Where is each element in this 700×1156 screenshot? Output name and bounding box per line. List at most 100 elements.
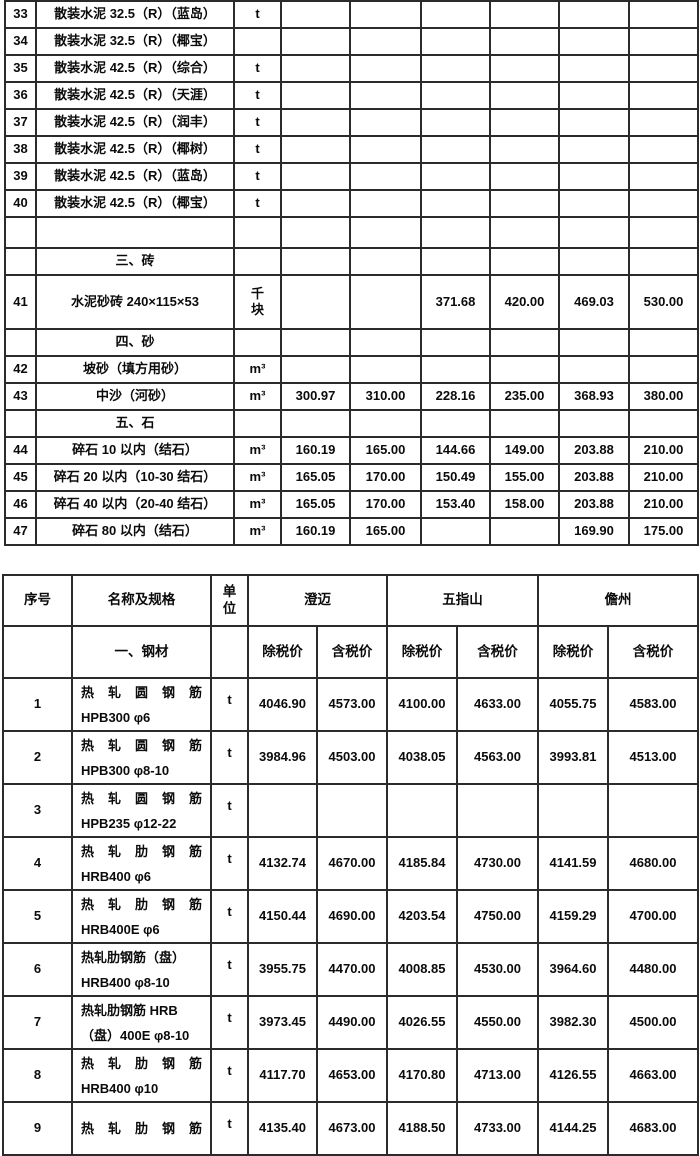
price-cell: 170.00 [349,463,422,492]
material-row: 34 散装水泥 32.5（R）（椰宝） [4,27,699,56]
price-cell [420,517,491,546]
price-cell [280,355,351,384]
price-cell: 165.00 [349,436,422,465]
material-name-cell: 散装水泥 42.5（R）（蓝岛） [35,162,235,191]
price-cell [420,355,491,384]
price-cell [628,162,699,191]
price-cell [489,162,560,191]
price-cell: 4046.90 [247,677,318,732]
price-cell: 210.00 [628,490,699,519]
spacer-row [4,216,699,249]
price-cell [349,189,422,218]
header-city-danzhou: 儋州 [537,574,699,627]
steel-row: 6 热轧肋钢筋（盘） HRB400 φ8-10 t 3955.75 4470.00 4008… [2,942,699,997]
price-cell: 3964.60 [537,942,609,997]
price-cell [558,162,630,191]
price-cell: 4683.00 [607,1101,699,1156]
unit-cell: m³ [233,436,282,465]
unit-cell: t [210,783,249,838]
unit-cell: t [210,995,249,1050]
price-cell: 4713.00 [456,1048,539,1103]
price-cell: 4480.00 [607,942,699,997]
price-cell [280,0,351,29]
price-cell: 4530.00 [456,942,539,997]
price-cell: 4680.00 [607,836,699,891]
price-cell [420,0,491,29]
material-name-cell: 坡砂（填方用砂） [35,355,235,384]
price-cell: 235.00 [489,382,560,411]
price-cell [420,54,491,83]
price-cell: 4203.54 [386,889,458,944]
price-cell: 3973.45 [247,995,318,1050]
price-cell: 4100.00 [386,677,458,732]
steel-name-cell: 热 轧 圆 钢 筋 HPB300 φ6 [71,677,212,732]
material-row: 33 散装水泥 32.5（R）（蓝岛） t [4,0,699,29]
price-cell [558,0,630,29]
unit-cell: t [233,54,282,83]
header-price-extax: 除税价 [537,625,609,679]
price-cell: 4673.00 [316,1101,388,1156]
row-number-cell: 35 [4,54,37,83]
row-number-cell: 42 [4,355,37,384]
header-city-wuzhishan: 五指山 [386,574,539,627]
price-cell [280,135,351,164]
price-cell [349,328,422,357]
price-cell [456,783,539,838]
price-cell: 165.00 [349,517,422,546]
price-cell [280,27,351,56]
price-cell: 4633.00 [456,677,539,732]
price-cell [349,135,422,164]
row-number-cell: 37 [4,108,37,137]
price-cell: 368.93 [558,382,630,411]
material-row: 37 散装水泥 42.5（R）（润丰） t [4,108,699,137]
section-row: 四、砂 [4,328,699,357]
price-cell [349,355,422,384]
steel-name-line2: HRB400 φ8-10 [81,974,170,990]
price-cell [628,216,699,249]
price-cell [280,108,351,137]
price-cell: 420.00 [489,274,560,330]
price-cell [628,189,699,218]
price-cell [420,27,491,56]
unit-cell: t [210,1101,249,1156]
price-cell: 4185.84 [386,836,458,891]
price-cell: 4150.44 [247,889,318,944]
steel-name-line2: HRB400 φ6 [81,868,151,884]
steel-name-cell: 热轧肋钢筋 HRB （盘）400E φ8-10 [71,995,212,1050]
material-row: 38 散装水泥 42.5（R）（椰树） t [4,135,699,164]
row-number-cell: 3 [2,783,73,838]
price-cell [558,54,630,83]
price-cell [489,81,560,110]
section-row: 五、石 [4,409,699,438]
material-name-cell: 碎石 80 以内（结石） [35,517,235,546]
price-cell: 4733.00 [456,1101,539,1156]
steel-name-line2: HPB235 φ12-22 [81,815,177,831]
steel-name-line2: HPB300 φ8-10 [81,762,170,778]
steel-name-line1: 热轧肋钢筋 HRB [81,1002,178,1018]
material-name-cell: 散装水泥 32.5（R）（椰宝） [35,27,235,56]
price-cell [420,81,491,110]
price-cell: 228.16 [420,382,491,411]
price-cell: 158.00 [489,490,560,519]
steel-name-line1: 热 轧 圆 钢 筋 [81,737,202,753]
steel-name-line1: 热 轧 肋 钢 筋 [81,1055,202,1071]
steel-name-line1: 热 轧 圆 钢 筋 [81,790,202,806]
section-title-cell: 五、石 [35,409,235,438]
price-cell: 4700.00 [607,889,699,944]
steel-name-cell: 热 轧 肋 钢 筋 HRB400E φ6 [71,889,212,944]
row-number-cell: 34 [4,27,37,56]
price-cell [628,54,699,83]
price-cell [558,189,630,218]
price-cell: 300.97 [280,382,351,411]
header-name-spec: 名称及规格 [71,574,212,627]
price-cell: 4500.00 [607,995,699,1050]
steel-name-cell: 热 轧 肋 钢 筋 [71,1101,212,1156]
price-cell: 175.00 [628,517,699,546]
price-cell [420,108,491,137]
price-cell [349,27,422,56]
price-cell [280,189,351,218]
price-cell: 4730.00 [456,836,539,891]
row-number-cell: 33 [4,0,37,29]
price-cell [316,783,388,838]
